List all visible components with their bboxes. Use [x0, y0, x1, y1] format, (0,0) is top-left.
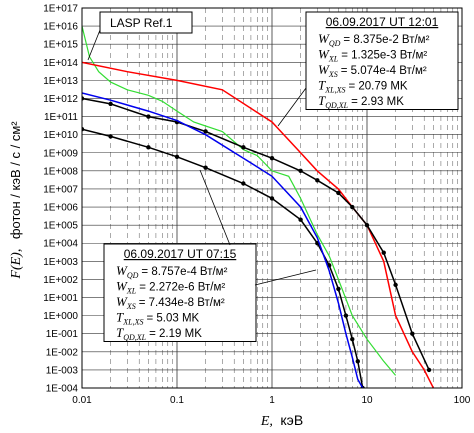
annotation-0715-line: WXL = 2.272e-6 Вт/м²: [116, 279, 225, 296]
series-line-0: [82, 25, 397, 376]
legend-lasp: LASP Ref.1: [99, 11, 193, 34]
x-tick-label: 0.01: [72, 395, 92, 406]
y-tick-label: 1E+002: [43, 275, 78, 286]
series-marker-3: [269, 196, 275, 201]
series-layer: [82, 25, 435, 388]
annotation-1201-header: 06.09.2017 UT 12:01: [326, 15, 439, 29]
annotation-0715-line: WXS = 7.434e-8 Вт/м²: [116, 294, 225, 311]
y-tick-label: 1E-003: [46, 365, 79, 376]
series-marker-2: [315, 178, 320, 183]
series-marker-2: [241, 145, 246, 150]
series-marker-3: [174, 154, 180, 159]
y-tick-label: 1E+009: [43, 148, 78, 159]
y-axis-title-symbol: F(E),: [9, 249, 24, 280]
series-marker-2: [381, 250, 386, 255]
annotation-1201-line: WXS = 5.074e-4 Вт/м²: [318, 62, 427, 79]
annotation-1201-leader: [277, 87, 307, 127]
series-marker-2: [108, 101, 113, 107]
x-axis-title-symbol: E,: [260, 414, 273, 429]
series-line-1: [82, 61, 435, 388]
y-tick-label: 1E-002: [46, 347, 79, 358]
y-tick-label: 1E+010: [43, 130, 78, 141]
series-marker-3: [82, 127, 85, 132]
x-tick-labels: 0.01 0.1 1 10 100: [72, 395, 471, 406]
series-marker-2: [393, 282, 398, 288]
annotation-1201-line: WQD = 8.375e-2 Вт/м²: [318, 31, 430, 48]
x-axis-title: E, кэВ: [260, 412, 303, 429]
annotation-0715-frame: [103, 243, 257, 342]
series-marker-2: [364, 222, 370, 228]
y-tick-label: 1E+012: [43, 94, 78, 105]
y-tick-label: 1E+006: [43, 203, 78, 214]
legend-lasp-leader: [87, 29, 101, 61]
series-marker-2: [336, 190, 341, 196]
x-axis-title-unit: кэВ: [280, 412, 303, 428]
y-axis-title: F(E), фотон / кэВ / с / см²: [8, 121, 24, 280]
y-tick-label: 1E+000: [43, 311, 78, 322]
y-tick-label: 1E+011: [44, 112, 78, 123]
series-marker-3: [241, 181, 246, 186]
annotation-1201-line: TQD,XL = 2.93 MK: [318, 93, 404, 110]
y-tick-label: 1E+015: [43, 40, 78, 51]
series-marker-2: [350, 204, 355, 210]
series-marker-3: [203, 165, 208, 170]
y-tick-label: 1E+017: [43, 4, 78, 15]
annotation-0715-header: 06.09.2017 UT 07:15: [124, 247, 237, 261]
x-tick-label: 100: [454, 395, 471, 406]
series-marker-3: [146, 145, 151, 150]
annotation-0715-line: WQD = 8.757e-4 Вт/м²: [116, 263, 228, 280]
series-marker-2: [410, 331, 415, 336]
series-line-2: [82, 97, 430, 371]
series-line-4: [82, 92, 364, 388]
series-marker-2: [203, 129, 208, 134]
series-marker-2: [269, 156, 275, 161]
y-tick-label: 1E+001: [43, 293, 78, 304]
series-marker-3: [336, 286, 341, 292]
y-tick-label: 1E+003: [43, 257, 78, 268]
y-tick-label: 1E+004: [43, 239, 78, 250]
series-marker-3: [108, 134, 113, 139]
y-tick-label: 1E-004: [46, 384, 79, 395]
y-tick-labels: 1E+017 1E+016 1E+015 1E+014 1E+013 1E+012 1E+0…: [43, 4, 78, 395]
annotation-0715-line: TQD,XL = 2.19 MK: [116, 325, 202, 342]
y-tick-label: 1E+005: [43, 221, 78, 232]
annotation-1201-frame: [305, 11, 459, 110]
y-tick-label: 1E-001: [46, 329, 79, 340]
annotation-0715-line: TXL,XS = 5.03 MK: [116, 310, 200, 327]
series-marker-3: [355, 359, 360, 364]
y-tick-label: 1E+014: [43, 58, 78, 69]
y-axis-title-unit: фотон / кэВ / с / см²: [8, 121, 23, 239]
series-marker-3: [343, 313, 349, 318]
series-marker-2: [146, 114, 151, 119]
x-tick-label: 1: [269, 395, 275, 406]
annotation-0715-leader-1: [199, 169, 231, 246]
series-marker-2: [82, 96, 85, 101]
annotation-1201-line: WXL = 1.325e-3 Вт/м²: [318, 47, 427, 64]
plot-frame: [81, 7, 463, 389]
y-tick-label: 1E+016: [43, 22, 78, 33]
y-tick-label: 1E+013: [43, 76, 78, 87]
x-tick-label: 10: [361, 395, 373, 406]
annotation-0715-leader-2: [254, 269, 317, 286]
series-marker-2: [298, 168, 303, 174]
annotation-1201-line: TXL,XS = 20.79 MK: [318, 78, 408, 95]
series-marker-3: [298, 217, 303, 222]
series-marker-3: [350, 336, 355, 342]
legend-lasp-label: LASP Ref.1: [110, 16, 173, 30]
y-tick-label: 1E+007: [43, 184, 78, 195]
y-tick-label: 1E+008: [43, 166, 78, 177]
x-tick-label: 0.1: [170, 395, 184, 406]
series-marker-2: [426, 367, 432, 373]
